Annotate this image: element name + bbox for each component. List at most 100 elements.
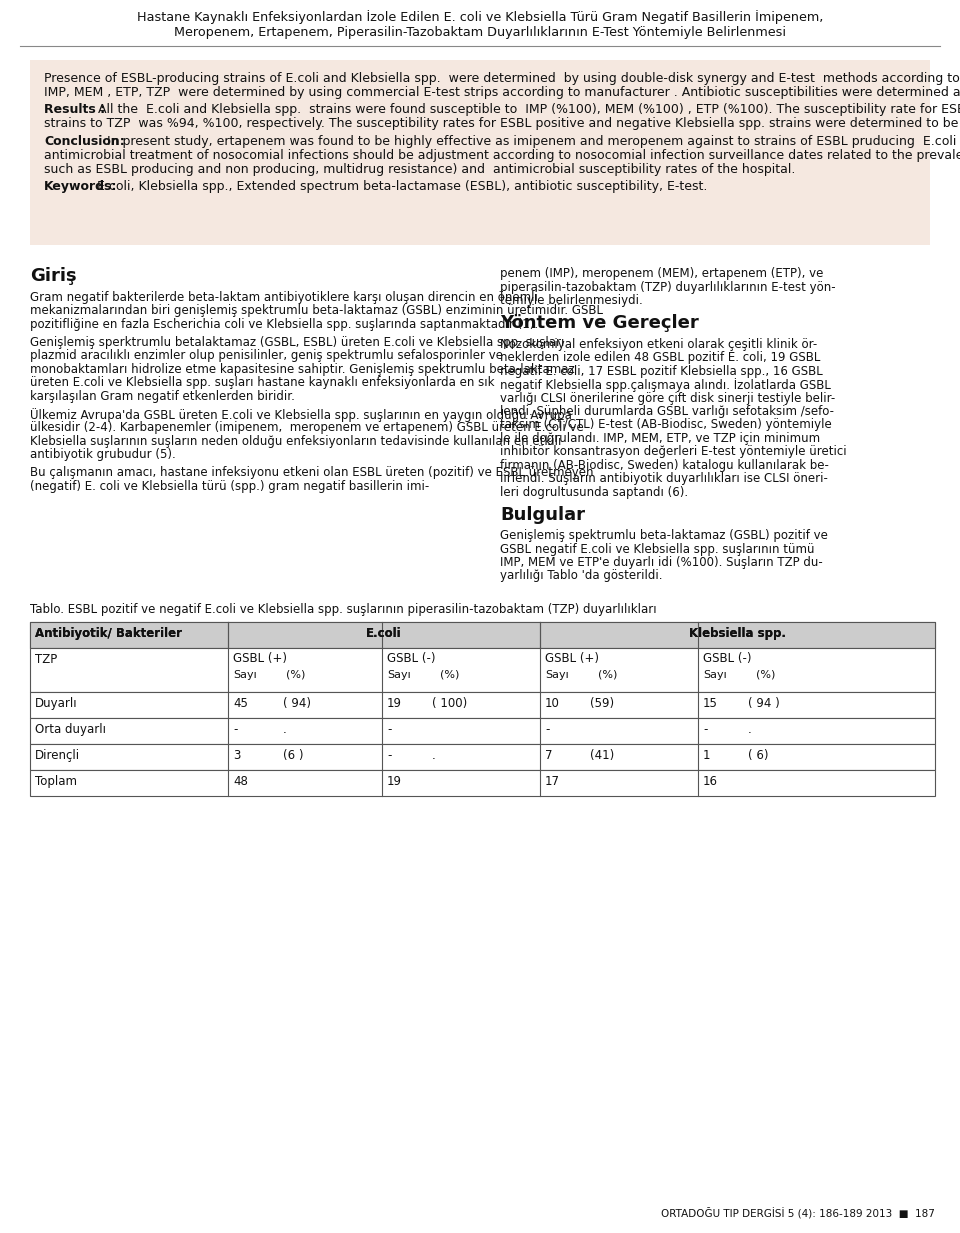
Text: ülkesidir (2-4). Karbapenemler (imipenem,  meropenem ve ertapenem) GSBL üreten E: ülkesidir (2-4). Karbapenemler (imipenem… (30, 422, 584, 434)
Text: piperasilin-tazobaktam (TZP) duyarlılıklarının E-test yön-: piperasilin-tazobaktam (TZP) duyarlılıkl… (500, 281, 835, 293)
Bar (30, 718, 935, 743)
Text: ORTADOĞU TIP DERGİSİ 5 (4): 186-189 2013  ■  187: ORTADOĞU TIP DERGİSİ 5 (4): 186-189 2013… (661, 1207, 935, 1218)
Text: GSBL (+): GSBL (+) (545, 651, 599, 665)
Text: E.coli: E.coli (366, 626, 402, 640)
Text: (6 ): (6 ) (283, 748, 303, 762)
Text: IMP, MEM , ETP, TZP  were determined by using commercial E-test strips according: IMP, MEM , ETP, TZP were determined by u… (44, 86, 960, 99)
Text: karşılaşılan Gram negatif etkenlerden biridir.: karşılaşılan Gram negatif etkenlerden bi… (30, 390, 295, 402)
Text: lendi. Şüpheli durumlarda GSBL varlığı sefotaksim /sefo-: lendi. Şüpheli durumlarda GSBL varlığı s… (500, 404, 834, 418)
Text: 3: 3 (233, 748, 240, 762)
Text: TZP: TZP (35, 652, 58, 666)
Text: .: . (748, 723, 752, 736)
Text: ( 6): ( 6) (748, 748, 769, 762)
Text: Hastane Kaynaklı Enfeksiyonlardan İzole Edilen E. coli ve Klebsiella Türü Gram N: Hastane Kaynaklı Enfeksiyonlardan İzole … (137, 10, 823, 23)
Text: (%): (%) (440, 670, 460, 679)
Text: -: - (387, 723, 392, 736)
Text: 15: 15 (703, 697, 718, 709)
Text: negatif Klebsiella spp.çalışmaya alındı. İzolatlarda GSBL: negatif Klebsiella spp.çalışmaya alındı.… (500, 379, 830, 392)
Text: Genişlemiş sperktrumlu betalaktamaz (GSBL, ESBL) üreten E.coli ve Klebsiella spp: Genişlemiş sperktrumlu betalaktamaz (GSB… (30, 335, 564, 349)
Bar (30, 743, 935, 769)
Text: neklerden izole edilen 48 GSBL pozitif E. coli, 19 GSBL: neklerden izole edilen 48 GSBL pozitif E… (500, 351, 821, 364)
Text: 19: 19 (387, 774, 402, 788)
Text: 48: 48 (233, 774, 248, 788)
Text: inhibitör konsantrasyon değerleri E-test yöntemiyle üretici: inhibitör konsantrasyon değerleri E-test… (500, 445, 847, 459)
Text: Sayı: Sayı (545, 670, 568, 679)
Text: .: . (283, 723, 287, 736)
Text: monobaktamları hidrolize etme kapasitesine sahiptir. Genişlemiş spektrumlu beta-: monobaktamları hidrolize etme kapasitesi… (30, 363, 575, 376)
Text: firmanın (AB-Biodisc, Sweden) katalogu kullanılarak be-: firmanın (AB-Biodisc, Sweden) katalogu k… (500, 459, 828, 472)
Text: E.coli, Klebsiella spp., Extended spectrum beta-lactamase (ESBL), antibiotic sus: E.coli, Klebsiella spp., Extended spectr… (92, 180, 707, 194)
Text: IMP, MEM ve ETP'e duyarlı idi (%100). Suşların TZP du-: IMP, MEM ve ETP'e duyarlı idi (%100). Su… (500, 556, 823, 568)
Text: strains to TZP  was %94, %100, respectively. The susceptibility rates for ESBL p: strains to TZP was %94, %100, respective… (44, 117, 960, 131)
Text: Antibiyotik/ Bakteriler: Antibiyotik/ Bakteriler (35, 626, 182, 640)
Text: Nozokomiyal enfeksiyon etkeni olarak çeşitli klinik ör-: Nozokomiyal enfeksiyon etkeni olarak çeş… (500, 338, 817, 351)
Text: Gram negatif bakterilerde beta-laktam antibiyotiklere karşı oluşan direncin en ö: Gram negatif bakterilerde beta-laktam an… (30, 291, 538, 303)
Text: mekanizmalarından biri genişlemiş spektrumlu beta-laktamaz (GSBL) enziminin üret: mekanizmalarından biri genişlemiş spektr… (30, 305, 603, 317)
Text: (negatif) E. coli ve Klebsiella türü (spp.) gram negatif basillerin imi-: (negatif) E. coli ve Klebsiella türü (sp… (30, 480, 429, 492)
Text: Genişlemiş spektrumlu beta-laktamaz (GSBL) pozitif ve: Genişlemiş spektrumlu beta-laktamaz (GSB… (500, 529, 828, 543)
Text: Antibiyotik/ Bakteriler: Antibiyotik/ Bakteriler (35, 626, 182, 640)
Text: negatif E. coli, 17 ESBL pozitif Klebsiella spp., 16 GSBL: negatif E. coli, 17 ESBL pozitif Klebsie… (500, 365, 823, 377)
Text: All the  E.coli and Klebsiella spp.  strains were found susceptible to  IMP (%10: All the E.coli and Klebsiella spp. strai… (98, 104, 960, 116)
Text: Meropenem, Ertapenem, Piperasilin-Tazobaktam Duyarlılıklarının E-Test Yöntemiyle: Meropenem, Ertapenem, Piperasilin-Tazoba… (174, 26, 786, 39)
Text: varlığı CLSI önerilerine göre çift disk sinerji testiyle belir-: varlığı CLSI önerilerine göre çift disk … (500, 392, 835, 404)
Text: GSBL (+): GSBL (+) (233, 651, 287, 665)
Text: (41): (41) (590, 748, 614, 762)
Text: (%): (%) (598, 670, 617, 679)
Text: 19: 19 (387, 697, 402, 709)
Text: 7: 7 (545, 748, 553, 762)
Text: Presence of ESBL-producing strains of E.coli and Klebsiella spp.  were determine: Presence of ESBL-producing strains of E.… (44, 72, 960, 85)
Text: 10: 10 (545, 697, 560, 709)
Text: (%): (%) (756, 670, 776, 679)
Text: 17: 17 (545, 774, 560, 788)
Text: GSBL (-): GSBL (-) (387, 651, 436, 665)
Text: GSBL (-): GSBL (-) (703, 651, 752, 665)
Text: Conclusion:: Conclusion: (44, 134, 125, 148)
Text: 45: 45 (233, 697, 248, 709)
Text: Sayı: Sayı (233, 670, 256, 679)
Text: antimicrobial treatment of nosocomial infections should be adjustment according : antimicrobial treatment of nosocomial in… (44, 149, 960, 162)
Text: -: - (545, 723, 549, 736)
Text: such as ESBL producing and non producing, multidrug resistance) and  antimicrobi: such as ESBL producing and non producing… (44, 163, 796, 175)
Text: Bu çalışmanın amacı, hastane infeksiyonu etkeni olan ESBL üreten (pozitif) ve ES: Bu çalışmanın amacı, hastane infeksiyonu… (30, 466, 593, 480)
Text: Ülkemiz Avrupa'da GSBL üreten E.coli ve Klebsiella spp. suşlarının en yaygın old: Ülkemiz Avrupa'da GSBL üreten E.coli ve … (30, 408, 572, 422)
Text: In present study, ertapenem was found to be highly effective as imipenem and mer: In present study, ertapenem was found to… (104, 134, 960, 148)
Bar (30, 769, 935, 795)
Text: .: . (432, 748, 436, 762)
Bar (30, 621, 935, 647)
Text: Sayı: Sayı (703, 670, 727, 679)
Text: lirlendi. Suşların antibiyotik duyarlılıkları ise CLSI öneri-: lirlendi. Suşların antibiyotik duyarlılı… (500, 472, 828, 485)
Text: Toplam: Toplam (35, 774, 77, 788)
Text: üreten E.coli ve Klebsiella spp. suşları hastane kaynaklı enfeksiyonlarda en sık: üreten E.coli ve Klebsiella spp. suşları… (30, 376, 494, 390)
Text: Duyarlı: Duyarlı (35, 697, 78, 709)
Text: (59): (59) (590, 697, 614, 709)
Text: leri dogrultusunda saptandı (6).: leri dogrultusunda saptandı (6). (500, 486, 688, 498)
Text: antibiyotik grubudur (5).: antibiyotik grubudur (5). (30, 448, 176, 461)
Text: GSBL negatif E.coli ve Klebsiella spp. suşlarının tümü: GSBL negatif E.coli ve Klebsiella spp. s… (500, 543, 814, 556)
Text: (%): (%) (286, 670, 305, 679)
Text: Tablo. ESBL pozitif ve negatif E.coli ve Klebsiella spp. suşlarının piperasilin-: Tablo. ESBL pozitif ve negatif E.coli ve… (30, 603, 657, 615)
Text: -: - (233, 723, 237, 736)
Text: pozitifliğine en fazla Escherichia coli ve Klebsiella spp. suşlarında saptanmakt: pozitifliğine en fazla Escherichia coli … (30, 318, 539, 330)
Text: 16: 16 (703, 774, 718, 788)
Text: Klebsiella spp.: Klebsiella spp. (689, 626, 786, 640)
Bar (30, 647, 935, 692)
Text: ( 94 ): ( 94 ) (748, 697, 780, 709)
Text: Klebsiella suşlarının suşların neden olduğu enfeksiyonların tedavisinde kullanıl: Klebsiella suşlarının suşların neden old… (30, 434, 562, 448)
Bar (30, 60, 930, 245)
Text: yarlılığı Tablo 'da gösterildi.: yarlılığı Tablo 'da gösterildi. (500, 570, 662, 582)
Text: taksim (CT/CTL) E-test (AB-Biodisc, Sweden) yöntemiyle: taksim (CT/CTL) E-test (AB-Biodisc, Swed… (500, 418, 831, 432)
Text: 1: 1 (703, 748, 710, 762)
Text: Giriş: Giriş (30, 268, 77, 286)
Text: Klebsiella spp.: Klebsiella spp. (689, 626, 786, 640)
Text: Keywords:: Keywords: (44, 180, 117, 194)
Text: Sayı: Sayı (387, 670, 411, 679)
Text: Results :: Results : (44, 104, 109, 116)
Text: Yöntem ve Gereçler: Yöntem ve Gereçler (500, 314, 699, 333)
Text: -: - (703, 723, 708, 736)
Text: plazmid aracılıklı enzimler olup penisilinler, geniş spektrumlu sefalosporinler : plazmid aracılıklı enzimler olup penisil… (30, 349, 503, 363)
Text: temiyle belirlenmesiydi.: temiyle belirlenmesiydi. (500, 295, 643, 307)
Text: E.coli: E.coli (366, 626, 402, 640)
Text: -: - (387, 748, 392, 762)
Text: Bulgular: Bulgular (500, 506, 585, 524)
